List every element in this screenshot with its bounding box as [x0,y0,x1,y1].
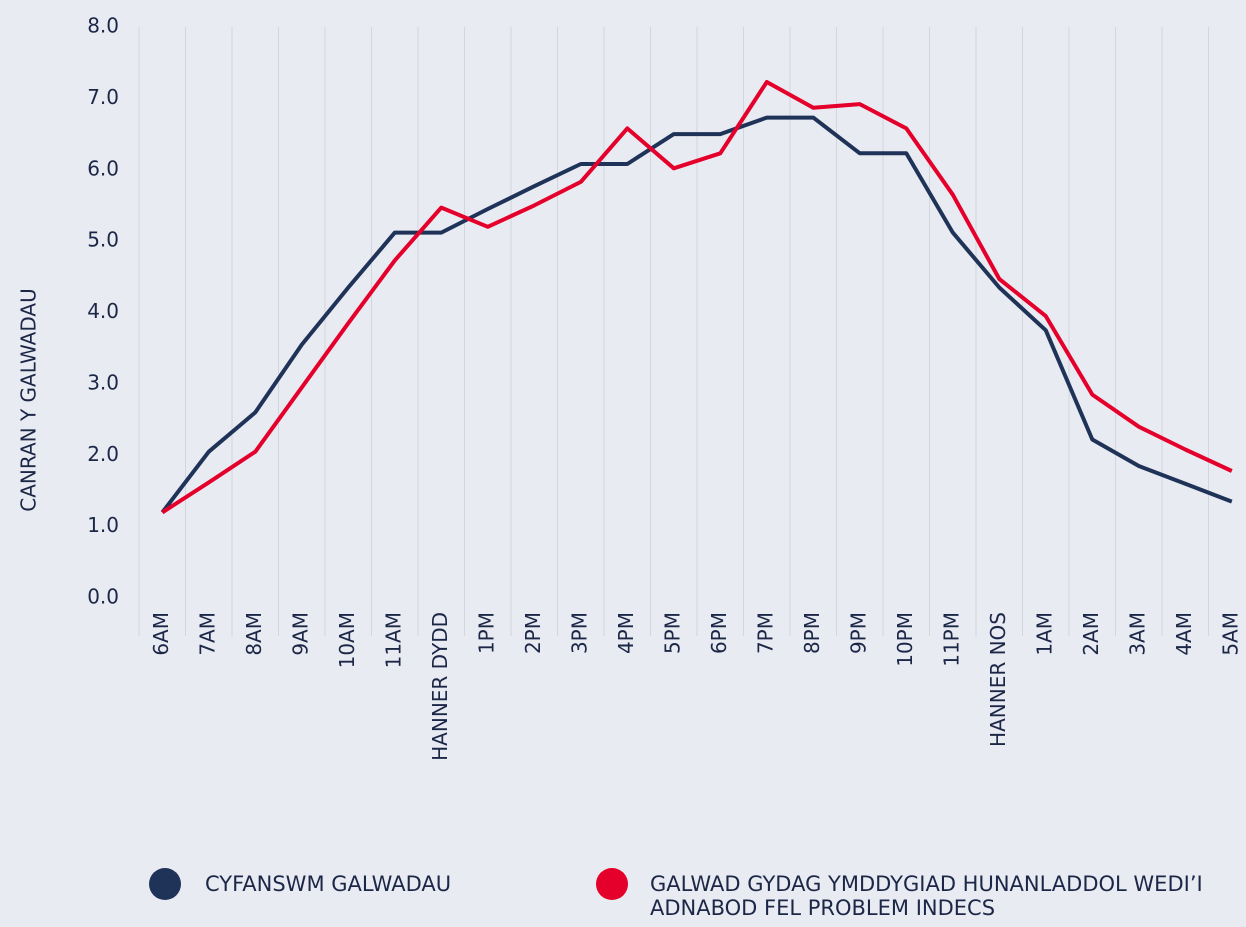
y-tick-label: 1.0 [87,513,119,537]
x-tick-label: 7AM [195,612,219,656]
x-tick-label: 4PM [614,612,638,654]
x-tick-label: 11AM [381,612,405,668]
x-tick-label: 5PM [660,612,684,654]
y-tick-label: 0.0 [87,585,119,609]
y-tick-label: 8.0 [87,14,119,38]
x-tick-label: 9AM [288,612,312,656]
y-axis-label: CANRAN Y GALWADAU [17,288,41,512]
x-tick-label: 1AM [1032,612,1056,656]
x-tick-label: 3AM [1125,612,1149,656]
x-tick-label: 9PM [846,612,870,654]
x-tick-label: 4AM [1172,612,1196,656]
x-tick-label: 5AM [1218,612,1242,656]
legend-marker [596,868,628,900]
x-tick-label: 3PM [567,612,591,654]
x-tick-label: 6PM [707,612,731,654]
x-tick-label: 11PM [939,612,963,667]
y-tick-label: 3.0 [87,370,119,394]
x-tick-label: 2PM [521,612,545,654]
x-tick-label: HANNER DYDD [428,612,452,761]
x-tick-label: 10PM [893,612,917,667]
y-tick-label: 2.0 [87,442,119,466]
x-tick-label: 6AM [149,612,173,656]
legend-label: CYFANSWM GALWADAU [205,872,452,896]
series-line [161,80,1233,515]
series-line [160,115,1233,514]
x-tick-label: 8PM [800,612,824,654]
y-tick-label: 7.0 [87,85,119,109]
legend-marker [149,868,181,900]
x-tick-label: HANNER NOS [986,612,1010,747]
y-tick-label: 4.0 [87,299,119,323]
x-tick-label: 1PM [474,612,498,654]
legend-label: GALWAD GYDAG YMDDYGIAD HUNANLADDOL WEDI’… [650,872,1203,920]
y-tick-label: 5.0 [87,228,119,252]
x-tick-label: 2AM [1079,612,1103,656]
y-tick-label: 6.0 [87,156,119,180]
x-tick-label: 10AM [335,612,359,668]
x-tick-label: 7PM [753,612,777,654]
x-tick-label: 8AM [242,612,266,656]
